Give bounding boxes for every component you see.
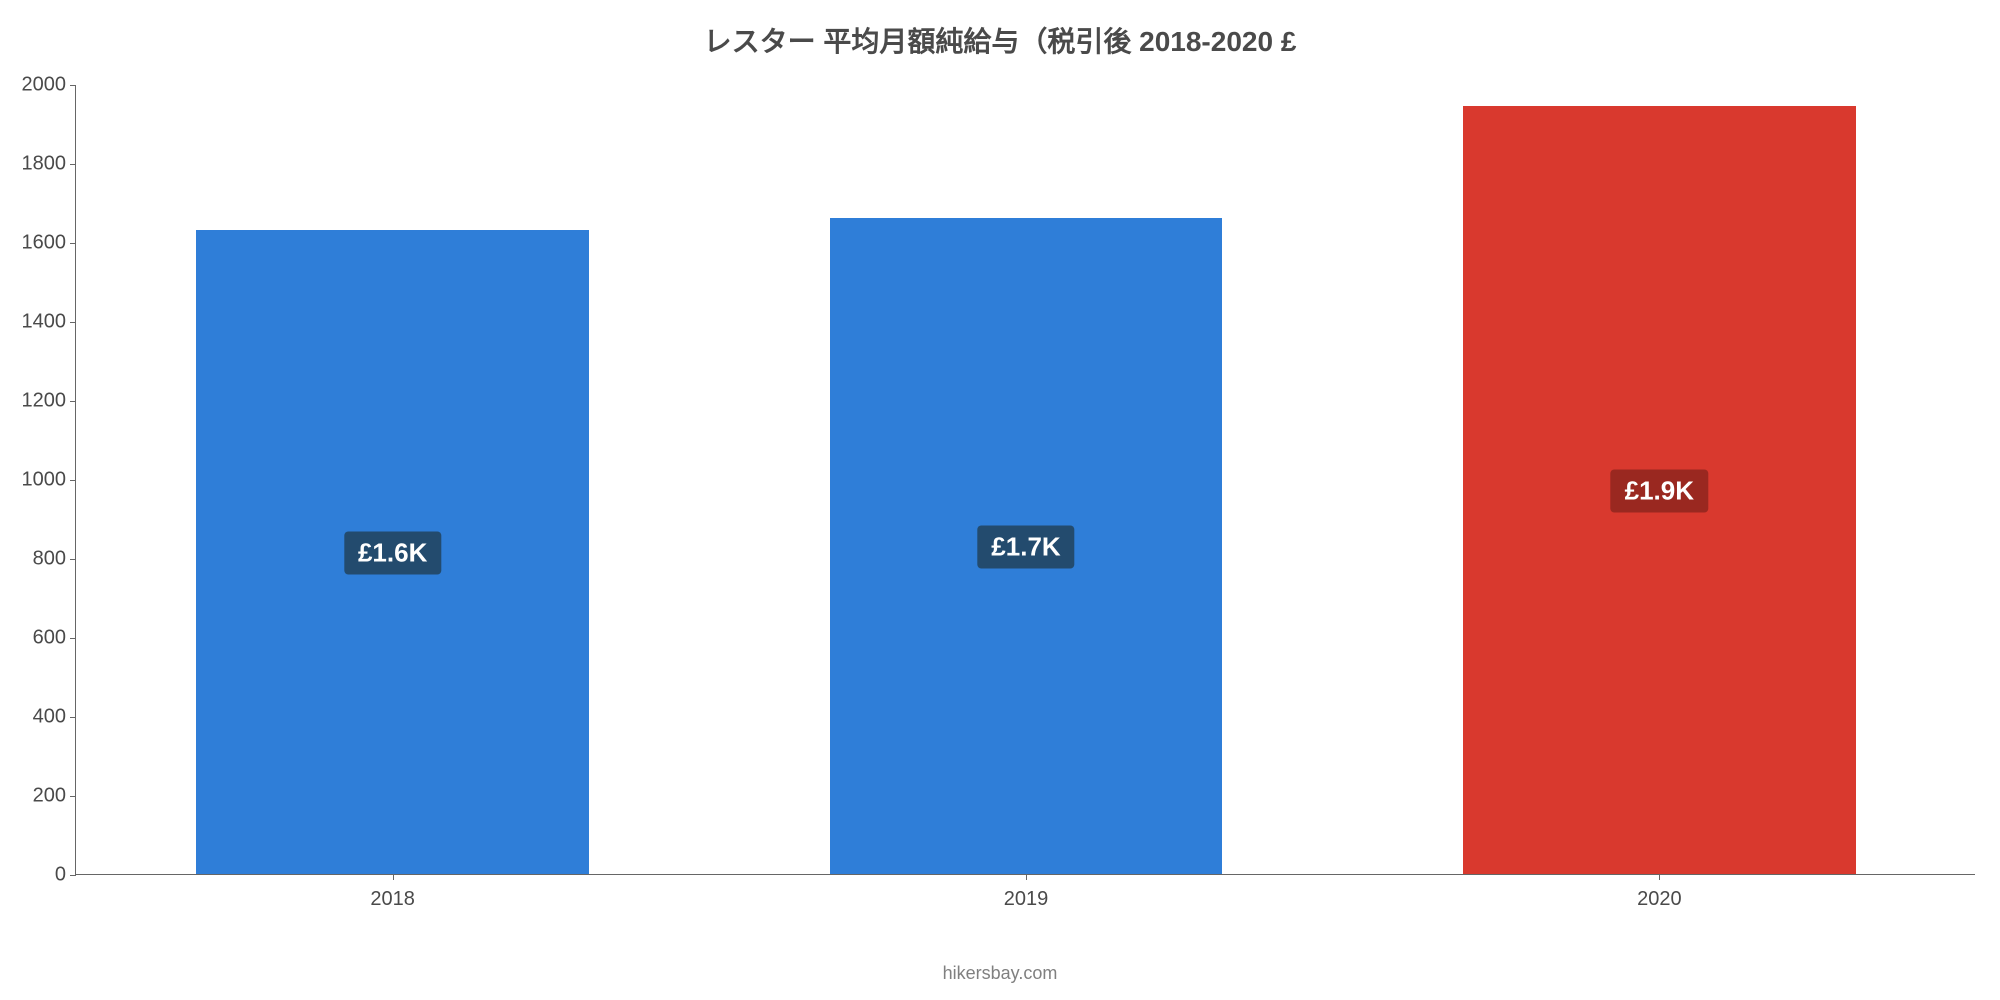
y-tick-mark — [70, 875, 76, 876]
x-tick-label: 2018 — [370, 888, 415, 911]
y-tick-label: 0 — [55, 864, 66, 887]
y-tick-label: 200 — [33, 785, 66, 808]
plot-area: 0200400600800100012001400160018002000201… — [75, 85, 1975, 875]
y-tick-mark — [70, 559, 76, 560]
y-tick-mark — [70, 796, 76, 797]
y-tick-mark — [70, 322, 76, 323]
y-tick-label: 1200 — [22, 390, 67, 413]
y-tick-mark — [70, 85, 76, 86]
chart-container: レスター 平均月額純給与（税引後 2018-2020 £ 02004006008… — [0, 0, 2000, 1000]
y-tick-label: 1800 — [22, 153, 67, 176]
y-tick-label: 800 — [33, 548, 66, 571]
y-tick-label: 1400 — [22, 311, 67, 334]
bar-value-label: £1.7K — [977, 526, 1074, 569]
y-tick-mark — [70, 401, 76, 402]
y-tick-mark — [70, 480, 76, 481]
x-tick-mark — [393, 874, 394, 880]
y-tick-label: 400 — [33, 706, 66, 729]
y-tick-mark — [70, 717, 76, 718]
chart-footer: hikersbay.com — [0, 963, 2000, 984]
y-tick-label: 1600 — [22, 232, 67, 255]
x-tick-label: 2020 — [1637, 888, 1682, 911]
x-tick-mark — [1659, 874, 1660, 880]
y-tick-mark — [70, 638, 76, 639]
chart-title: レスター 平均月額純給与（税引後 2018-2020 £ — [0, 20, 2000, 60]
y-tick-label: 600 — [33, 627, 66, 650]
x-tick-mark — [1026, 874, 1027, 880]
x-tick-label: 2019 — [1004, 888, 1049, 911]
y-tick-label: 1000 — [22, 469, 67, 492]
bar-value-label: £1.9K — [1611, 469, 1708, 512]
y-tick-label: 2000 — [22, 74, 67, 97]
y-tick-mark — [70, 164, 76, 165]
bar-value-label: £1.6K — [344, 532, 441, 575]
y-tick-mark — [70, 243, 76, 244]
